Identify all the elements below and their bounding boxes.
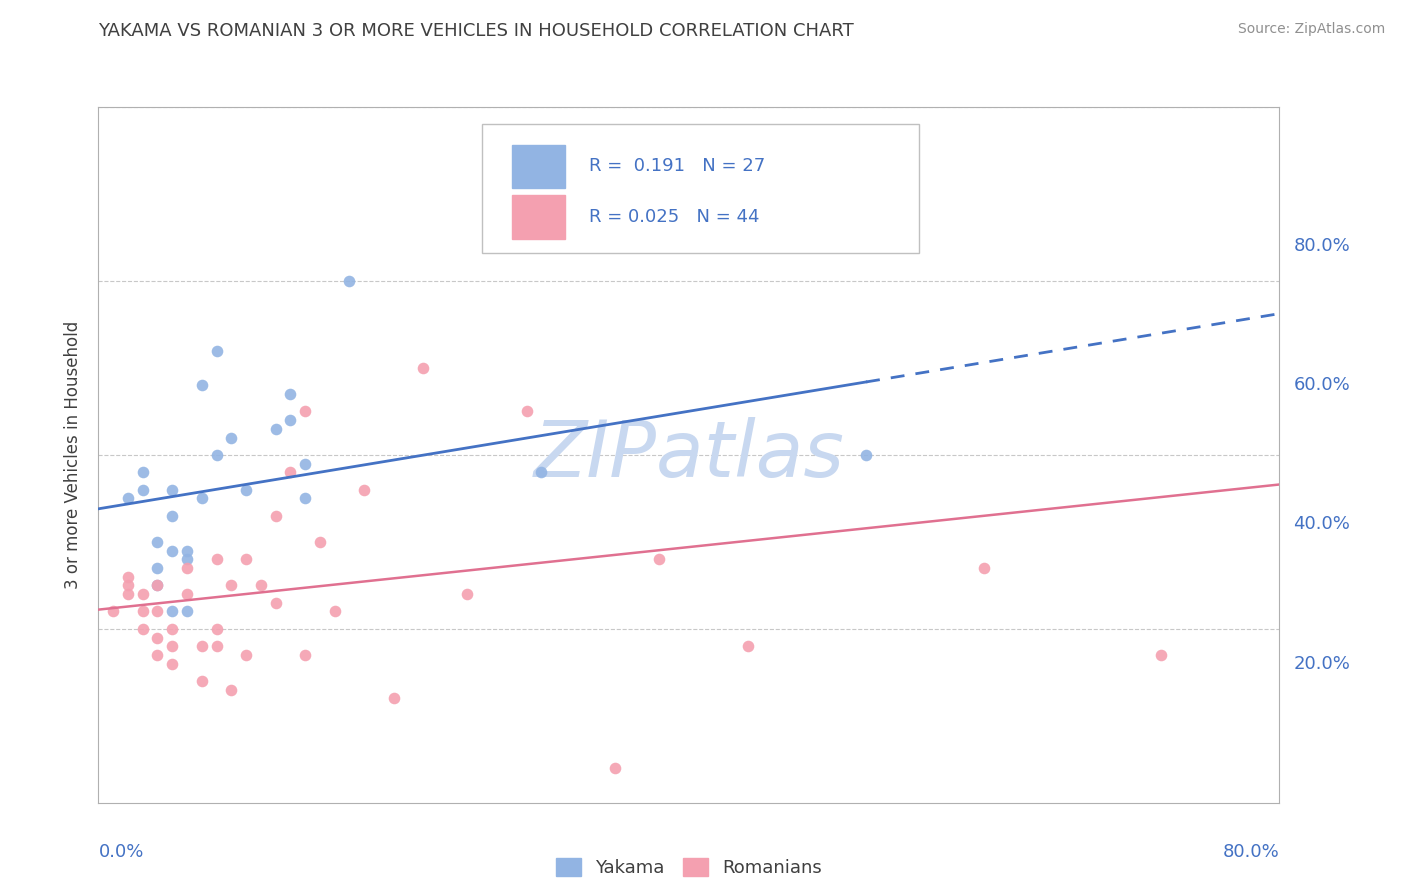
FancyBboxPatch shape [512, 145, 565, 187]
Point [146, 578, 169, 592]
Point [117, 578, 139, 592]
Point [309, 534, 332, 549]
Point [162, 605, 183, 619]
Point [162, 639, 183, 653]
Point [176, 552, 198, 566]
Point [117, 570, 139, 584]
Point [146, 534, 169, 549]
Point [191, 378, 214, 392]
Point [278, 466, 302, 480]
Point [162, 543, 183, 558]
Point [235, 483, 257, 497]
Point [1150, 648, 1173, 662]
Point [353, 483, 375, 497]
Text: R =  0.191   N = 27: R = 0.191 N = 27 [589, 157, 765, 175]
Point [117, 587, 139, 601]
Text: R = 0.025   N = 44: R = 0.025 N = 44 [589, 208, 759, 226]
Text: 40.0%: 40.0% [1294, 516, 1350, 533]
Point [146, 561, 169, 575]
Point [219, 682, 242, 697]
Point [235, 552, 257, 566]
Point [191, 639, 214, 653]
Point [176, 587, 198, 601]
Point [117, 491, 139, 506]
Text: Source: ZipAtlas.com: Source: ZipAtlas.com [1237, 22, 1385, 37]
Point [176, 543, 198, 558]
Text: YAKAMA VS ROMANIAN 3 OR MORE VEHICLES IN HOUSEHOLD CORRELATION CHART: YAKAMA VS ROMANIAN 3 OR MORE VEHICLES IN… [98, 22, 855, 40]
Point [382, 691, 405, 706]
Point [205, 622, 228, 636]
Point [278, 413, 302, 427]
Point [146, 631, 169, 645]
Point [132, 483, 155, 497]
Point [737, 639, 759, 653]
Point [605, 761, 627, 775]
Point [205, 552, 228, 566]
Point [191, 674, 214, 689]
Point [973, 561, 995, 575]
Text: 0.0%: 0.0% [98, 843, 143, 861]
Point [132, 622, 155, 636]
Text: 20.0%: 20.0% [1294, 655, 1350, 673]
Point [264, 422, 287, 436]
Point [132, 587, 155, 601]
Point [146, 578, 169, 592]
Point [205, 639, 228, 653]
Point [264, 508, 287, 523]
Point [264, 596, 287, 610]
Point [176, 561, 198, 575]
Point [250, 578, 273, 592]
Point [456, 587, 478, 601]
Point [337, 274, 360, 288]
Point [219, 578, 242, 592]
Point [323, 605, 346, 619]
Point [162, 657, 183, 671]
Point [162, 508, 183, 523]
Point [146, 648, 169, 662]
Text: 80.0%: 80.0% [1294, 237, 1350, 255]
Point [900, 187, 922, 202]
Point [176, 605, 198, 619]
Point [294, 648, 316, 662]
Point [205, 448, 228, 462]
Point [132, 466, 155, 480]
Text: 80.0%: 80.0% [1223, 843, 1279, 861]
Point [219, 431, 242, 445]
Point [191, 491, 214, 506]
Point [162, 483, 183, 497]
Point [515, 404, 537, 418]
Point [294, 457, 316, 471]
Point [855, 448, 877, 462]
Point [235, 648, 257, 662]
Point [530, 466, 553, 480]
Point [278, 387, 302, 401]
Point [162, 622, 183, 636]
Y-axis label: 3 or more Vehicles in Household: 3 or more Vehicles in Household [65, 321, 83, 589]
Text: ZIPatlas: ZIPatlas [533, 417, 845, 493]
Point [412, 360, 434, 375]
Point [294, 491, 316, 506]
Point [648, 552, 671, 566]
Text: 60.0%: 60.0% [1294, 376, 1350, 394]
FancyBboxPatch shape [512, 195, 565, 238]
Legend: Yakama, Romanians: Yakama, Romanians [548, 851, 830, 884]
Point [132, 605, 155, 619]
Point [205, 343, 228, 358]
Point [294, 404, 316, 418]
FancyBboxPatch shape [482, 125, 920, 253]
Point [103, 605, 125, 619]
Point [146, 605, 169, 619]
